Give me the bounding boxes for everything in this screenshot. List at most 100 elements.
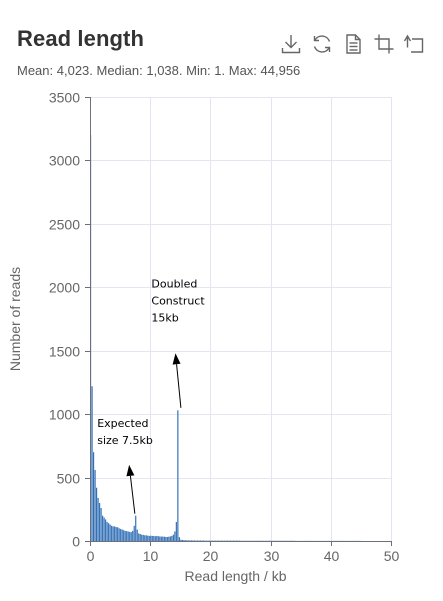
- histogram-bar[interactable]: [127, 531, 129, 541]
- histogram-bar[interactable]: [174, 531, 176, 541]
- x-tick-label: 20: [203, 548, 219, 564]
- y-tick-label: 0: [72, 534, 80, 550]
- histogram-bar[interactable]: [184, 540, 186, 541]
- histogram-bar[interactable]: [132, 530, 134, 541]
- x-tick-label: 10: [143, 548, 159, 564]
- histogram-bar[interactable]: [103, 517, 105, 541]
- histogram-bar[interactable]: [162, 536, 164, 541]
- y-tick-label: 1000: [49, 407, 80, 423]
- refresh-icon[interactable]: [310, 32, 334, 56]
- histogram-bar[interactable]: [96, 487, 98, 541]
- y-tick-label: 3500: [49, 90, 80, 106]
- y-tick-label: 2000: [49, 280, 80, 296]
- annotation-arrow-shaft: [129, 475, 136, 514]
- histogram-bar[interactable]: [189, 540, 191, 541]
- annotation-text-line: Doubled: [151, 277, 197, 290]
- histogram-bar[interactable]: [138, 533, 140, 541]
- histogram-bar[interactable]: [115, 527, 117, 541]
- histogram-bar[interactable]: [144, 535, 146, 541]
- y-tick-label: 1500: [49, 344, 80, 360]
- histogram-bar[interactable]: [199, 540, 202, 541]
- download-icon[interactable]: [279, 32, 303, 56]
- histogram-bar[interactable]: [124, 530, 126, 541]
- histogram-bar[interactable]: [111, 525, 113, 541]
- annotation-text-line: size 7.5kb: [97, 434, 153, 447]
- histogram-bar[interactable]: [156, 535, 158, 541]
- histogram-bar[interactable]: [150, 535, 152, 541]
- histogram-bar[interactable]: [148, 535, 150, 541]
- histogram-bar[interactable]: [108, 523, 110, 541]
- histogram-bar[interactable]: [112, 526, 114, 541]
- annotation-doubled: Doubled Construct 15kb: [151, 277, 205, 408]
- histogram-bar[interactable]: [129, 531, 131, 541]
- data-view-icon[interactable]: [341, 32, 365, 56]
- histogram-bar[interactable]: [133, 525, 135, 541]
- histogram-bar[interactable]: [157, 536, 159, 541]
- histogram-bar[interactable]: [120, 528, 122, 541]
- histogram-bar[interactable]: [153, 535, 155, 541]
- histogram-bar[interactable]: [154, 536, 156, 541]
- histogram-bar[interactable]: [196, 540, 199, 541]
- histogram-bar[interactable]: [193, 540, 195, 541]
- histogram-bar[interactable]: [93, 452, 95, 541]
- histogram-bar[interactable]: [198, 540, 200, 541]
- histogram-bar[interactable]: [121, 529, 123, 541]
- histogram-bar[interactable]: [186, 540, 188, 541]
- histogram-bar[interactable]: [159, 536, 161, 541]
- histogram-bar[interactable]: [109, 524, 111, 541]
- crop-icon[interactable]: [372, 32, 396, 56]
- histogram-bar[interactable]: [151, 535, 153, 541]
- histogram-bar[interactable]: [166, 536, 168, 541]
- x-tick-label: 30: [264, 548, 280, 564]
- histogram-bar[interactable]: [126, 531, 128, 541]
- annotation-expected: Expected size 7.5kb: [97, 417, 153, 514]
- histogram-bar[interactable]: [190, 540, 192, 541]
- histogram-bar[interactable]: [192, 540, 194, 541]
- histogram-bar[interactable]: [183, 540, 185, 541]
- histogram-bar[interactable]: [105, 519, 107, 541]
- histogram-bar[interactable]: [102, 515, 104, 541]
- x-axis-label: Read length / kb: [185, 568, 287, 584]
- histogram-bar[interactable]: [171, 535, 173, 541]
- histogram-bar[interactable]: [99, 502, 101, 541]
- histogram-bar[interactable]: [139, 534, 141, 541]
- histogram-bar[interactable]: [175, 521, 177, 541]
- histogram-bar[interactable]: [145, 535, 147, 541]
- histogram-bar[interactable]: [142, 534, 144, 541]
- histogram-bar[interactable]: [141, 534, 143, 541]
- y-axis-label: Number of reads: [7, 267, 23, 371]
- histogram-bar[interactable]: [94, 469, 96, 541]
- histogram-bar[interactable]: [135, 515, 137, 541]
- histogram-bar[interactable]: [118, 528, 120, 541]
- histogram-bar[interactable]: [117, 527, 119, 541]
- histogram-bar[interactable]: [187, 540, 189, 541]
- histogram-bar[interactable]: [114, 526, 116, 541]
- histogram-bar[interactable]: [123, 530, 125, 541]
- histogram-bar[interactable]: [172, 534, 174, 541]
- histogram-bar[interactable]: [136, 529, 138, 541]
- annotation-arrow-head: [126, 464, 135, 477]
- histogram-bar[interactable]: [163, 536, 165, 541]
- histogram-bar[interactable]: [195, 540, 197, 541]
- chart-title: Read length: [17, 26, 144, 51]
- histogram-bar[interactable]: [91, 386, 93, 541]
- histogram-bar[interactable]: [106, 521, 108, 541]
- histogram-bar[interactable]: [165, 536, 167, 541]
- histogram-bar[interactable]: [130, 532, 132, 541]
- histogram-bar[interactable]: [178, 537, 180, 541]
- chart-toolbox: [279, 32, 429, 56]
- histogram-bar[interactable]: [202, 540, 205, 541]
- histogram-bar[interactable]: [168, 536, 170, 541]
- histogram-bar[interactable]: [160, 536, 162, 541]
- histogram-bar[interactable]: [147, 535, 149, 541]
- histogram-bar[interactable]: [180, 539, 182, 541]
- histogram-bar[interactable]: [100, 508, 102, 541]
- zoom-reset-icon[interactable]: [403, 32, 427, 56]
- annotation-arrow-head: [172, 353, 181, 365]
- histogram-bar[interactable]: [169, 536, 171, 541]
- histogram-bar[interactable]: [177, 410, 179, 541]
- histogram-bar[interactable]: [97, 497, 99, 541]
- annotation-arrow-shaft: [176, 364, 182, 408]
- histogram-bar[interactable]: [201, 540, 203, 541]
- histogram-bar[interactable]: [181, 539, 183, 541]
